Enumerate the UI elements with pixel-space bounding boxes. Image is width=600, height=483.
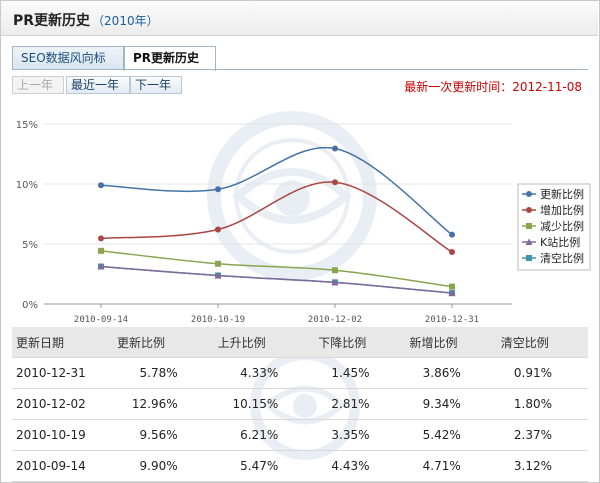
table-row: 2010-12-31 5.78% 4.33% 1.45% 3.86% 0.91%	[12, 357, 588, 389]
data-point[interactable]	[214, 272, 222, 279]
data-point[interactable]	[449, 249, 455, 256]
cell-value: 9.56%	[113, 419, 214, 451]
col-new-ratio: 新增比例	[405, 327, 497, 358]
x-tick-label: 2010-09-14	[74, 315, 128, 323]
y-tick-label: 10%	[16, 180, 38, 191]
table-header-row: 更新日期 更新比例 上升比例 下降比例 新增比例 清空比例	[12, 327, 588, 358]
table-row: 2010-10-19 9.56% 6.21% 3.35% 5.42% 2.37%	[12, 419, 588, 451]
data-point[interactable]	[449, 231, 455, 238]
last-update-time: 最新一次更新时间：2012-11-08	[404, 80, 582, 94]
cell-value: 5.47%	[213, 450, 315, 482]
cell-date: 2010-12-31	[12, 357, 113, 389]
tab-divider	[12, 69, 588, 70]
legend-label[interactable]: K站比例	[540, 235, 580, 249]
legend-label[interactable]: 增加比例	[540, 203, 584, 217]
col-clear-ratio: 清空比例	[496, 327, 588, 358]
recent-year-button[interactable]: 最近一年	[66, 76, 130, 94]
cell-value: 3.86%	[405, 357, 497, 389]
page-title-text: PR更新历史	[13, 13, 91, 29]
cell-value: 9.90%	[113, 450, 214, 482]
cell-value: 5.78%	[113, 357, 214, 389]
cell-value: 3.35%	[314, 419, 406, 451]
data-point[interactable]	[215, 260, 221, 267]
cell-value: 3.12%	[496, 450, 588, 482]
data-point[interactable]	[215, 226, 221, 233]
cell-value: 5.42%	[405, 419, 497, 451]
prev-year-button[interactable]: 上一年	[12, 76, 64, 94]
y-tick-label: 15%	[16, 120, 38, 131]
cell-value: 6.21%	[213, 419, 315, 451]
panel-header: PR更新历史 （2010年）	[1, 1, 598, 36]
cell-value: 10.15%	[213, 388, 315, 420]
table-row: 2010-09-14 9.90% 5.47% 4.43% 4.71% 3.12%	[12, 450, 588, 482]
legend-marker	[526, 207, 532, 213]
cell-date: 2010-09-14	[12, 450, 113, 482]
col-rise-ratio: 上升比例	[213, 327, 315, 358]
legend-marker	[526, 223, 532, 229]
col-fall-ratio: 下降比例	[314, 327, 406, 358]
page-title: PR更新历史 （2010年）	[13, 10, 159, 30]
year-label: （2010年）	[92, 14, 159, 28]
cell-value: 1.45%	[314, 357, 406, 389]
x-tick-label: 2010-10-19	[191, 315, 245, 323]
chart-series	[97, 145, 456, 297]
cell-date: 2010-12-02	[12, 388, 113, 420]
data-point[interactable]	[448, 289, 456, 297]
cell-value: 1.80%	[496, 388, 588, 420]
col-update-date: 更新日期	[12, 327, 113, 358]
legend-label[interactable]: 清空比例	[540, 251, 584, 265]
series-line	[100, 265, 453, 294]
cell-value: 12.96%	[113, 388, 214, 420]
data-point[interactable]	[449, 283, 455, 290]
series-line	[100, 181, 453, 253]
cell-value: 4.43%	[314, 450, 406, 482]
cell-value: 9.34%	[405, 388, 497, 420]
data-point[interactable]	[331, 278, 339, 286]
legend-label[interactable]: 更新比例	[540, 187, 584, 201]
series-line	[100, 250, 453, 288]
data-point[interactable]	[98, 235, 104, 242]
cell-date: 2010-10-19	[12, 419, 113, 451]
y-tick-label: 0%	[22, 300, 38, 311]
data-point[interactable]	[215, 186, 221, 193]
data-point[interactable]	[332, 145, 338, 152]
pr-history-chart: 2010-09-14 2010-10-19 2010-12-02 2010-12-31…	[16, 111, 591, 323]
x-tick-label: 2010-12-02	[308, 315, 362, 323]
data-point[interactable]	[332, 179, 338, 186]
col-update-ratio: 更新比例	[113, 327, 214, 358]
legend-marker	[525, 238, 533, 245]
series-line	[100, 146, 453, 236]
y-axis-labels: 15% 10% 5% 0%	[16, 120, 38, 311]
chart-grid	[44, 123, 512, 305]
tab-seo-trend[interactable]: SEO数据风向标	[12, 46, 124, 69]
cell-value: 4.33%	[213, 357, 315, 389]
cell-value: 0.91%	[496, 357, 588, 389]
data-point[interactable]	[332, 267, 338, 274]
data-point[interactable]	[98, 182, 104, 189]
y-tick-label: 5%	[22, 240, 38, 251]
cell-value: 2.37%	[496, 419, 588, 451]
legend-marker	[526, 191, 532, 197]
pr-history-table: 更新日期 更新比例 上升比例 下降比例 新增比例 清空比例 2010-12-31…	[12, 327, 588, 482]
next-year-button[interactable]: 下一年	[130, 76, 182, 94]
watermark-logo	[207, 111, 377, 281]
data-point[interactable]	[97, 263, 105, 270]
table-row: 2010-12-02 12.96% 10.15% 2.81% 9.34% 1.8…	[12, 388, 588, 420]
x-tick-label: 2010-12-31	[425, 315, 479, 323]
legend-label[interactable]: 减少比例	[540, 219, 584, 233]
cell-value: 2.81%	[314, 388, 406, 420]
x-axis-labels: 2010-09-14 2010-10-19 2010-12-02 2010-12-31	[74, 304, 479, 323]
tab-pr-history[interactable]: PR更新历史	[124, 46, 216, 71]
legend-marker	[526, 255, 532, 261]
cell-value: 4.71%	[405, 450, 497, 482]
data-point[interactable]	[98, 247, 104, 254]
